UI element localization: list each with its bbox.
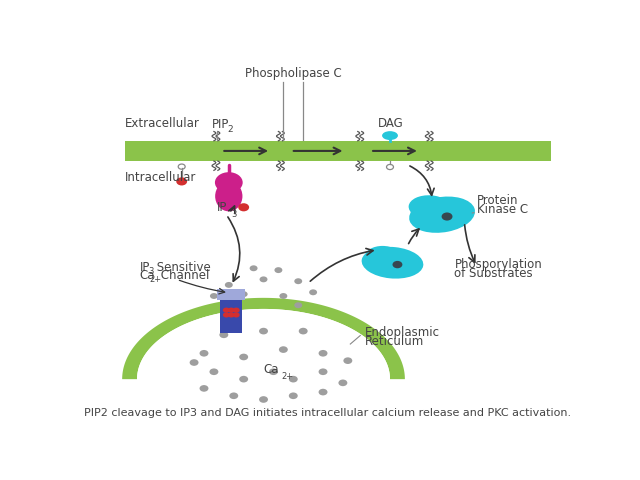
Circle shape <box>442 213 452 221</box>
Text: Phospholipase C: Phospholipase C <box>245 67 342 80</box>
Circle shape <box>210 293 218 299</box>
Ellipse shape <box>382 131 398 140</box>
Circle shape <box>228 312 235 318</box>
Text: 3: 3 <box>148 267 154 276</box>
Circle shape <box>269 369 278 375</box>
Circle shape <box>233 312 240 318</box>
Circle shape <box>309 289 317 295</box>
Circle shape <box>225 282 233 288</box>
Text: Intracellular: Intracellular <box>125 171 196 184</box>
Circle shape <box>299 328 308 335</box>
Text: Protein: Protein <box>477 194 518 207</box>
Circle shape <box>259 328 268 335</box>
Ellipse shape <box>408 195 451 219</box>
Circle shape <box>239 354 248 360</box>
Circle shape <box>215 172 243 193</box>
Text: Channel: Channel <box>157 269 209 282</box>
Circle shape <box>294 302 302 308</box>
Ellipse shape <box>362 247 423 278</box>
Circle shape <box>392 261 403 268</box>
Text: Phosporylation: Phosporylation <box>454 258 542 271</box>
Circle shape <box>238 203 249 211</box>
Circle shape <box>200 350 209 357</box>
Circle shape <box>275 267 282 273</box>
Circle shape <box>229 393 238 399</box>
Text: Endoplasmic: Endoplasmic <box>365 326 440 339</box>
Circle shape <box>259 396 268 403</box>
Ellipse shape <box>365 246 400 266</box>
Circle shape <box>240 291 248 297</box>
Ellipse shape <box>215 181 243 211</box>
Circle shape <box>223 312 230 318</box>
Circle shape <box>260 276 268 282</box>
Circle shape <box>220 332 228 338</box>
Text: 2+: 2+ <box>282 372 294 382</box>
Text: PIP2 cleavage to IP3 and DAG initiates intracellular calcium release and PKC act: PIP2 cleavage to IP3 and DAG initiates i… <box>84 408 572 418</box>
Circle shape <box>319 369 328 375</box>
Text: DAG: DAG <box>378 117 403 130</box>
Circle shape <box>228 308 235 313</box>
Text: Ca: Ca <box>140 269 155 282</box>
Text: PIP: PIP <box>211 118 229 131</box>
Bar <box>125 141 551 161</box>
Text: Extracellular: Extracellular <box>125 118 200 131</box>
PathPatch shape <box>122 298 405 379</box>
Text: Sensitive: Sensitive <box>153 261 211 274</box>
Circle shape <box>280 293 287 299</box>
Text: IP: IP <box>140 261 150 274</box>
Circle shape <box>239 376 248 383</box>
Text: 2: 2 <box>228 125 234 134</box>
Circle shape <box>209 369 218 375</box>
Circle shape <box>319 350 328 357</box>
Circle shape <box>344 357 352 364</box>
Circle shape <box>319 389 328 396</box>
Circle shape <box>289 376 298 383</box>
Text: Reticulum: Reticulum <box>365 335 424 348</box>
Circle shape <box>250 265 257 271</box>
Ellipse shape <box>409 196 475 233</box>
Circle shape <box>294 278 302 284</box>
Bar <box>220 289 243 334</box>
Circle shape <box>339 380 348 386</box>
PathPatch shape <box>137 309 390 379</box>
Circle shape <box>279 346 288 353</box>
Circle shape <box>223 308 230 313</box>
Text: Kinase C: Kinase C <box>477 203 528 216</box>
Text: 2+: 2+ <box>150 275 161 284</box>
Circle shape <box>233 308 240 313</box>
Circle shape <box>200 385 209 392</box>
Circle shape <box>189 359 198 366</box>
Text: 3: 3 <box>231 210 237 219</box>
Bar <box>217 289 245 300</box>
Text: of Substrates: of Substrates <box>454 267 533 280</box>
Circle shape <box>176 177 187 185</box>
Text: IP: IP <box>217 201 227 214</box>
Text: Ca: Ca <box>263 363 278 376</box>
Circle shape <box>289 393 298 399</box>
